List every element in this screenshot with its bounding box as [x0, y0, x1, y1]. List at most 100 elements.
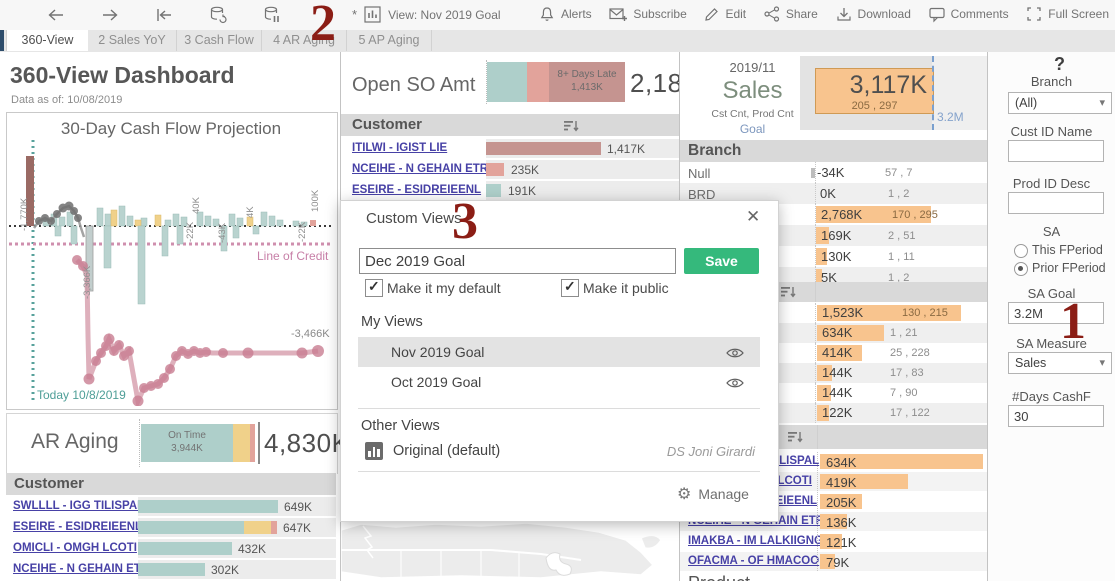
cust-bar [820, 534, 842, 549]
fullscreen-button[interactable]: Full Screen [1025, 5, 1109, 23]
sort-icon[interactable] [780, 286, 796, 304]
open-so-customer-link[interactable]: ITILWI - IGIST LIE [352, 142, 448, 154]
cust-id-input[interactable] [1008, 140, 1104, 162]
ar-row-value: 432K [238, 542, 267, 556]
cust-link[interactable]: OFACMA - OF HMACOO [688, 555, 820, 567]
divider [987, 52, 988, 581]
ar-customer-link[interactable]: OMICLI - OMGH LCOTI [13, 542, 137, 554]
prior-fperiod-label: Prior FPeriod [1032, 261, 1106, 275]
tab-360-view[interactable]: 360-View [6, 30, 89, 51]
branch-filter-dropdown[interactable]: (All) [1008, 92, 1112, 114]
table-row: IMAKBA - IM LALKIIGNG 121K [680, 532, 987, 551]
save-button[interactable]: Save [684, 248, 759, 274]
cashflow-chart: -1,770K 40K -22K -43K 4K -22K 100K -3,36… [9, 140, 331, 406]
mid-counts: 25 , 228 [890, 347, 930, 359]
branch-value: 169K [821, 228, 852, 243]
open-so-customer-header: Customer [341, 114, 679, 136]
branch-value: 0K [820, 186, 836, 201]
mid-bar [817, 305, 961, 321]
sort-icon[interactable] [787, 431, 803, 449]
edit-button[interactable]: Edit [703, 6, 746, 23]
open-so-axis-line [486, 60, 488, 104]
eye-icon[interactable] [726, 346, 744, 364]
view-name-input[interactable] [359, 248, 676, 274]
ar-customer-link[interactable]: NCEIHE - N GEHAIN ET.. [13, 563, 146, 575]
make-public-label: Make it public [583, 280, 669, 296]
prod-id-input[interactable] [1008, 192, 1104, 214]
subscribe-label: Subscribe [633, 7, 687, 21]
prod-id-label: Prod ID Desc [1012, 176, 1091, 191]
sa-goal-input[interactable] [1008, 302, 1104, 324]
branch-filter-label: Branch [1030, 74, 1073, 89]
table-row: Null -34K 57 , 7 [680, 162, 987, 183]
open-so-title: Open SO Amt [352, 74, 476, 96]
cust-value: 136K [826, 515, 857, 530]
forward-button[interactable] [100, 5, 120, 25]
cust-link[interactable]: IMAKBA - IM LALKIIGNG [688, 535, 824, 547]
view-modified-star: * [352, 7, 358, 22]
sort-icon[interactable] [563, 118, 579, 140]
ar-customer-link[interactable]: SWLLLL - IGG TILISPAL [13, 500, 145, 512]
days-cashf-label: #Days CashF [1012, 389, 1091, 404]
tab-2-sales-yoy[interactable]: 2 Sales YoY [88, 30, 177, 51]
view-row-nov[interactable]: Nov 2019 Goal [358, 337, 760, 367]
this-fperiod-radio[interactable] [1014, 244, 1028, 258]
download-button[interactable]: Download [835, 5, 911, 23]
open-so-customer-link[interactable]: ESEIRE - ESIDREIEENL [352, 184, 482, 196]
right-middle-column: 2019/11 Sales Cst Cnt, Prod Cnt Goal 3,1… [680, 52, 987, 581]
make-public-checkbox[interactable] [561, 278, 579, 297]
close-icon[interactable]: ✕ [746, 207, 761, 226]
divider [358, 408, 760, 409]
cashflow-n22b-label: -22K [297, 221, 308, 242]
current-view-label[interactable]: View: Nov 2019 Goal [388, 7, 501, 22]
toolbar: * View: Nov 2019 Goal Alerts Subscribe E… [0, 0, 1115, 31]
product-section-title: Product [688, 573, 750, 581]
mid-counts: 17 , 83 [890, 367, 924, 379]
mid-bar [817, 385, 831, 401]
subscribe-button[interactable]: Subscribe [608, 5, 687, 23]
view-row-oct[interactable]: Oct 2019 Goal [358, 367, 760, 397]
table-row: OMICLI - OMGH LCOTI 432K [6, 539, 336, 558]
cashflow-n43-label: -43K [217, 222, 228, 243]
manage-button[interactable]: ⚙ Manage [677, 486, 749, 503]
view-row-original[interactable]: Original (default) DS Joni Girardi [358, 439, 760, 467]
cust-bar [820, 474, 908, 489]
annotation-2: 2 [310, 0, 336, 52]
view-author: DS Joni Girardi [666, 444, 755, 459]
sa-measure-dropdown[interactable]: Sales [1008, 352, 1112, 374]
map [341, 520, 679, 581]
ar-axis-line [139, 419, 141, 467]
other-views-heading: Other Views [361, 418, 440, 434]
kpi-value-bar: 3,117K 205 , 297 [815, 68, 934, 114]
back-button[interactable] [46, 5, 66, 25]
open-so-row-value: 191K [508, 184, 537, 198]
open-so-customer-link[interactable]: NCEIHE - N GEHAIN ETR [352, 163, 489, 175]
cust-bar [820, 454, 983, 469]
eye-icon[interactable] [726, 376, 744, 394]
branch-value: -34K [817, 165, 845, 180]
share-button[interactable]: Share [763, 5, 818, 23]
alerts-button[interactable]: Alerts [538, 5, 592, 23]
tab-4-ar-aging[interactable]: 4 AR Aging [262, 30, 347, 51]
prior-fperiod-radio[interactable] [1014, 262, 1028, 276]
revert-button[interactable] [154, 5, 174, 25]
tab-5-ap-aging[interactable]: 5 AP Aging [347, 30, 432, 51]
ar-ref-line [258, 422, 260, 464]
mid-counts: 1 , 21 [890, 327, 918, 339]
ar-customer-link[interactable]: ESEIRE - ESIDREIEENL [13, 521, 143, 533]
days-cashf-input[interactable] [1008, 405, 1104, 427]
comments-button[interactable]: Comments [928, 5, 1009, 23]
workbook-icon [365, 442, 383, 460]
ar-row-value: 647K [283, 521, 312, 535]
share-label: Share [785, 7, 818, 21]
cust-id-label: Cust ID Name [1010, 124, 1093, 139]
branch-bar [816, 206, 931, 223]
help-icon[interactable]: ? [1054, 54, 1065, 74]
divider [358, 471, 760, 472]
pause-updates-button[interactable] [262, 5, 282, 25]
make-default-checkbox[interactable] [365, 278, 383, 297]
cashflow-4k-label: 4K [245, 206, 256, 218]
tab-3-cash-flow[interactable]: 3 Cash Flow [177, 30, 262, 51]
refresh-data-button[interactable] [208, 5, 228, 25]
custom-view-icon[interactable] [363, 5, 382, 24]
